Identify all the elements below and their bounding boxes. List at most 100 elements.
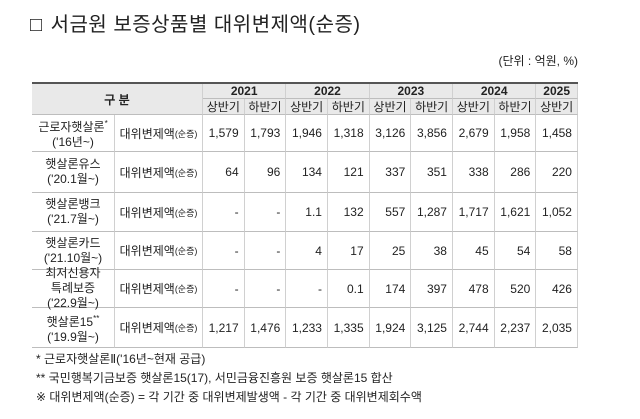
title-text: 서금원 보증상품별 대위변제액(순증) [50,14,361,36]
value: - [276,243,281,258]
half: 상반기 [373,100,407,114]
value-cell: 1,621 [494,193,537,232]
value: 478 [468,281,489,296]
value-cell: 17 [328,232,370,270]
half: 상반기 [206,100,240,114]
title-marker: □ [30,14,43,36]
value-cell: 134 [286,152,328,193]
product-name: 햇살론15** ('19.9월~) [32,308,115,348]
value-cell: - [244,270,287,308]
value: 134 [301,165,322,179]
value-cell: 1.1 [286,193,328,232]
measure: 대위변제액 (순증) [115,193,203,232]
product-name-line: ('20.1월~) [47,172,99,186]
product-name-line: 최저신용자 [45,266,101,280]
value-cell: 220 [536,152,578,193]
value: 3,856 [416,126,447,140]
value-cell: 1,335 [328,308,370,348]
half: 하반기 [415,100,449,114]
product-name: 최저신용자 특례보증 ('22.9월~) [32,266,115,310]
half: 상반기 [290,100,324,114]
value: - [234,243,239,258]
half: 상반기 [540,100,574,114]
value-cell: 351 [411,152,453,193]
value-cell: 1,287 [411,193,453,232]
value-cell: 1,958 [494,115,537,152]
product-name: 햇살론뱅크 ('21.7월~) [32,193,115,232]
value-cell: 2,237 [494,308,537,348]
value-cell: 45 [453,232,495,270]
value-cell: 174 [369,270,412,308]
value-cell: 2,744 [453,308,495,348]
value: 25 [391,243,406,258]
measure: 대위변제액 (순증) [115,308,203,348]
value: 0.1 [346,281,364,296]
product-name-line: 햇살론15** [46,313,100,329]
product-name-line: 햇살론뱅크 [45,197,101,211]
value: 4 [315,243,322,258]
value-cell: 3,856 [411,115,453,152]
measure-note: (순증) [174,128,198,139]
value-cell: 1,717 [453,193,495,232]
value: 64 [225,165,239,179]
product-name-line: ('16년~) [52,135,94,149]
value-cell: 2,035 [536,308,578,348]
value: - [276,281,281,296]
note-mark: * [104,119,108,128]
value-cell: 1,579 [203,115,245,152]
half: 하반기 [248,100,282,114]
value: 2,744 [458,320,489,335]
half-header: 상반기 [536,99,578,115]
measure: 대위변제액 (순증) [115,270,203,308]
value: 1,946 [291,126,322,140]
value-cell: 1,946 [286,115,328,152]
value-cell: 1,233 [286,308,328,348]
value-cell: 1,052 [536,193,578,232]
value-cell: 38 [411,232,453,270]
measure-note: (순증) [174,323,198,333]
value: 2,679 [458,126,489,140]
product-name-line: ('22.9월~) [47,296,99,310]
value-cell: 1,217 [203,308,245,348]
value: 426 [551,281,572,296]
value: 1,318 [333,126,364,140]
value: - [276,205,281,219]
value-cell: 338 [453,152,495,193]
measure-note: (순증) [174,246,198,256]
measure-label: 대위변제액 [119,165,175,180]
note-mark: ** [93,313,100,323]
year: 2024 [480,84,508,98]
value: 1,052 [541,205,572,219]
value-cell: 1,793 [244,115,287,152]
value: 1,621 [500,205,531,219]
value-cell: 1,924 [369,308,412,348]
value: 132 [343,205,364,219]
half-header: 하반기 [494,99,537,115]
product-name-line: 특례보증 [50,281,96,295]
product-name-line: 햇살론카드 [45,235,101,250]
value: 220 [551,165,572,179]
value-cell: 121 [328,152,370,193]
value: 38 [433,243,447,258]
value-cell: 286 [494,152,537,193]
value: 1,924 [375,320,406,335]
value-cell: 426 [536,270,578,308]
value: 1,233 [291,320,322,335]
half-header: 하반기 [244,99,287,115]
value: 1,458 [541,126,572,140]
half: 상반기 [456,100,490,114]
measure-label: 대위변제액 [119,244,175,258]
value-cell: 132 [328,193,370,232]
value: 96 [266,165,281,179]
value-cell: 520 [494,270,537,308]
header-label: 구 분 [104,92,130,107]
value-cell: 64 [203,152,245,193]
table: 구 분 2021 상반기 하반기 2022 상반기 하반기 2023 상반기 하반기 2024 상반기… [32,82,578,348]
half-header: 상반기 [369,99,412,115]
value: 3,126 [375,126,406,140]
product-name-line: 햇살론유스 [45,157,101,171]
value-cell: 58 [536,232,578,270]
product-name-line: ('21.10월~) [43,250,103,265]
value: 338 [468,165,489,179]
